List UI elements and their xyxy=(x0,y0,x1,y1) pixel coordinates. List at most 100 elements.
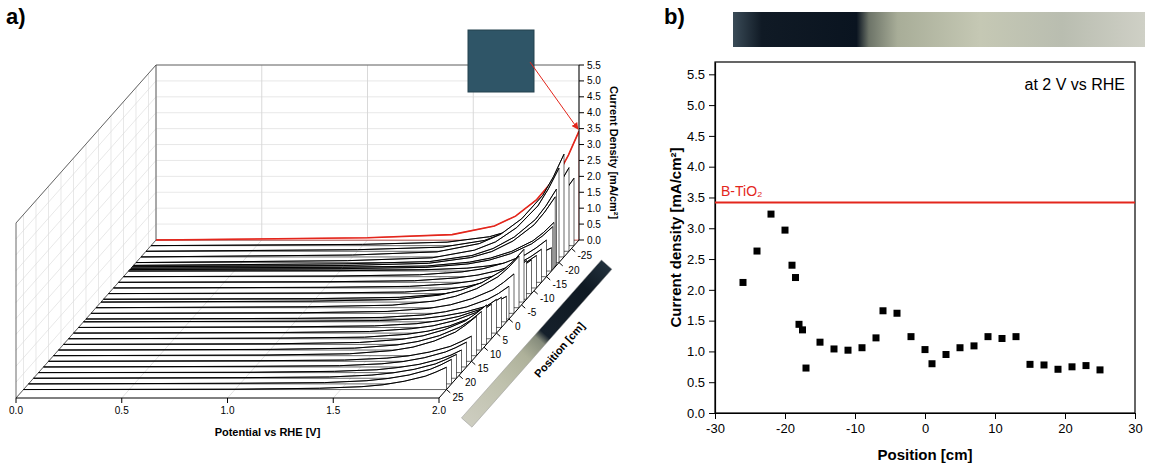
y-tick-label: 0.0 xyxy=(687,406,705,421)
data-point xyxy=(789,262,796,269)
lsv-curve xyxy=(74,299,497,333)
curve-occluder xyxy=(119,249,542,282)
y-tick xyxy=(579,80,584,81)
y-tick-group: 2.0 xyxy=(687,283,715,298)
figure: 0.00.51.01.52.00.00.51.01.52.02.53.03.54… xyxy=(0,0,1165,471)
sample-photo xyxy=(461,260,611,427)
grid-line xyxy=(156,160,579,161)
data-point xyxy=(792,274,799,281)
curve-occluder xyxy=(34,354,457,378)
grid-line xyxy=(98,130,99,305)
z-tick-label: -10 xyxy=(540,293,555,304)
x-tick xyxy=(1065,413,1066,419)
grid-line xyxy=(156,96,579,97)
lsv-curve xyxy=(119,249,542,282)
y-axis: 0.00.51.01.52.02.53.03.54.04.55.05.5 xyxy=(579,60,601,246)
x-tick xyxy=(995,413,996,419)
data-point xyxy=(1069,363,1076,370)
curve-occluder xyxy=(54,316,477,355)
x-tick-label: -30 xyxy=(706,421,725,436)
z-tick xyxy=(534,291,538,294)
grid-line xyxy=(156,144,579,145)
curve-occluder xyxy=(64,305,487,344)
y-tick xyxy=(579,65,584,66)
x-tick xyxy=(227,398,228,403)
y-tick-group: 1.5 xyxy=(687,313,715,328)
x-tick-label: 0.5 xyxy=(115,405,129,416)
z-tick-label: 15 xyxy=(478,363,490,374)
y-tick-label: 3.0 xyxy=(687,221,705,236)
grid-line xyxy=(23,215,24,390)
x-tick-label: 10 xyxy=(988,421,1002,436)
grid-line xyxy=(136,88,137,263)
curve-occluder xyxy=(74,299,497,333)
y-tick-label: 1.0 xyxy=(687,344,705,359)
data-point xyxy=(740,279,747,286)
curve-occluder xyxy=(96,256,519,308)
lsv-curve xyxy=(130,227,553,270)
grid-line xyxy=(148,73,149,248)
z-tick-label: 20 xyxy=(465,377,477,388)
y-tick-label: 5.5 xyxy=(687,67,705,82)
z-tick xyxy=(472,361,476,364)
data-point xyxy=(880,307,887,314)
data-point xyxy=(1083,362,1090,369)
y-tick-label: 2.5 xyxy=(587,155,601,166)
x-tick-label: 1.0 xyxy=(221,405,235,416)
y-tick xyxy=(709,197,715,198)
y-tick-group: 3.0 xyxy=(687,221,715,236)
lsv-curve xyxy=(84,296,507,321)
data-point xyxy=(817,339,824,346)
grid-line xyxy=(156,128,579,129)
curve-occluder xyxy=(91,274,514,313)
y-tick-label: 1.5 xyxy=(687,313,705,328)
z-tick-label: 5 xyxy=(503,335,509,346)
plot-frame xyxy=(715,62,1135,413)
x-tick-label: 30 xyxy=(1128,421,1142,436)
y-tick-label: 0.0 xyxy=(587,235,601,246)
lsv-curve xyxy=(124,240,547,277)
x-tick-label: 0.0 xyxy=(9,405,23,416)
x-tick-group: 30 xyxy=(1128,413,1142,436)
x-tick xyxy=(715,413,716,419)
x-tick-label: 1.5 xyxy=(326,405,340,416)
y-tick-label: 4.5 xyxy=(687,129,705,144)
curve-occluder xyxy=(84,296,507,321)
y-tick-label: 1.5 xyxy=(587,187,601,198)
y-tick-label: 5.5 xyxy=(587,60,601,71)
curve-occluder xyxy=(79,297,502,327)
y-tick xyxy=(709,290,715,291)
x-axis-title: Potential vs RHE [V] xyxy=(215,426,321,438)
z-tick xyxy=(484,347,488,350)
y-tick xyxy=(579,192,584,193)
y-tick xyxy=(709,74,715,75)
data-point xyxy=(999,335,1006,342)
y-tick-label: 4.0 xyxy=(587,107,601,118)
y-tick xyxy=(579,240,584,241)
grid-line xyxy=(73,158,74,333)
grid-line xyxy=(111,116,112,291)
curve-occluder xyxy=(132,197,555,267)
z-tick xyxy=(559,263,563,266)
frame-edge xyxy=(16,65,156,223)
y-tick xyxy=(579,96,584,97)
y-tick xyxy=(579,160,584,161)
x-tick-group: -10 xyxy=(846,413,865,436)
marks xyxy=(715,202,1135,373)
data-point xyxy=(1027,361,1034,368)
z-tick-label: -25 xyxy=(578,250,593,261)
grid-line xyxy=(61,172,62,347)
lsv-curve xyxy=(69,304,492,339)
z-tick-label: 25 xyxy=(453,392,465,403)
sample-strip xyxy=(461,260,611,427)
x-tick-label: -20 xyxy=(776,421,795,436)
curve-occluder xyxy=(29,359,452,384)
x-axis: 0.00.51.01.52.0 xyxy=(9,398,446,416)
grid-line xyxy=(156,65,157,240)
y-tick-group: 5.5 xyxy=(687,67,715,82)
z-tick xyxy=(497,333,501,336)
y-tick-label: 2.0 xyxy=(587,171,601,182)
y-tick-label: 3.5 xyxy=(587,123,601,134)
panel-b: -30-20-1001020300.00.51.01.52.02.53.03.5… xyxy=(667,12,1145,463)
z-tick xyxy=(522,305,526,308)
